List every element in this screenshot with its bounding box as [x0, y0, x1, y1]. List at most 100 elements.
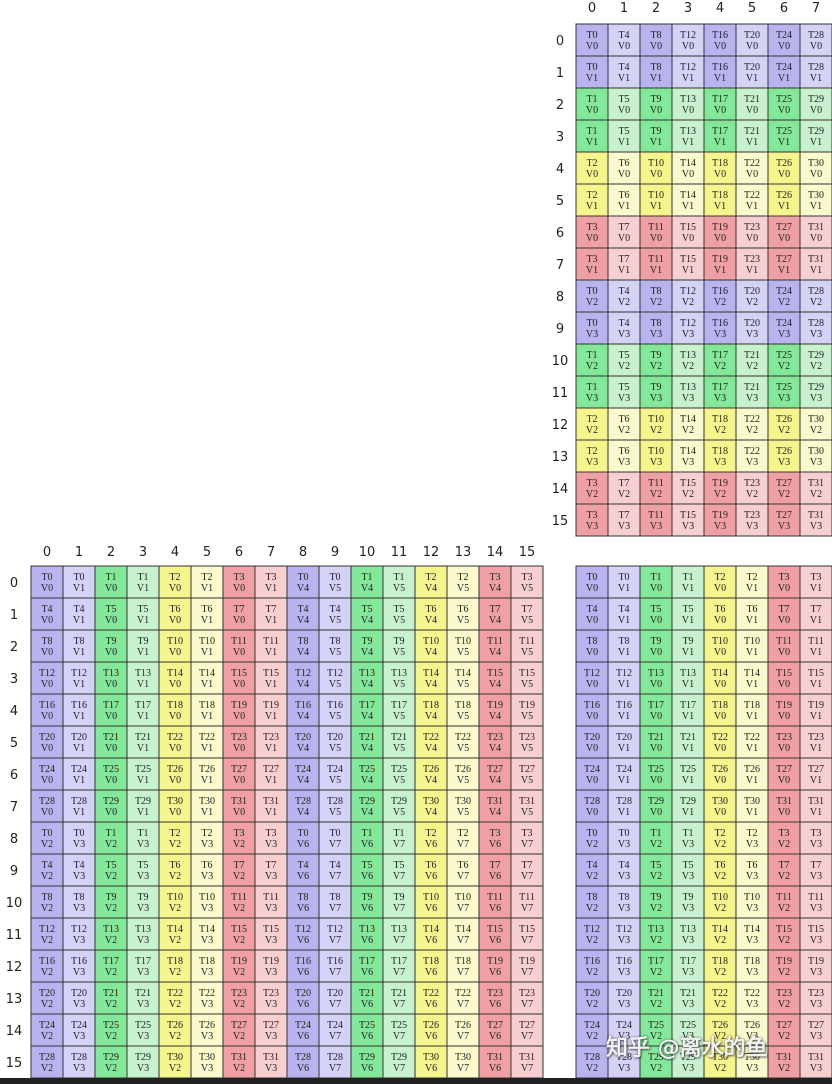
- value-label: V2: [586, 903, 598, 914]
- bottom-left-grid-col-label: 7: [267, 545, 275, 560]
- thread-label: T29: [808, 382, 824, 393]
- value-label: V3: [201, 1031, 213, 1042]
- thread-label: T18: [712, 414, 728, 425]
- thread-label: T18: [423, 956, 439, 967]
- value-label: V0: [105, 743, 117, 754]
- value-label: V3: [714, 329, 726, 340]
- thread-label: T8: [586, 892, 597, 903]
- thread-label: T3: [489, 828, 500, 839]
- thread-label: T13: [680, 94, 696, 105]
- bottom-edge: [0, 1078, 832, 1084]
- value-label: V3: [265, 935, 277, 946]
- value-label: V3: [618, 457, 630, 468]
- thread-label: T21: [648, 732, 664, 743]
- thread-label: T15: [519, 924, 535, 935]
- value-label: V6: [489, 1031, 501, 1042]
- value-label: V2: [586, 999, 598, 1010]
- value-label: V1: [618, 647, 630, 658]
- thread-label: T15: [680, 222, 696, 233]
- thread-label: T24: [295, 764, 311, 775]
- value-label: V2: [41, 1063, 53, 1074]
- value-label: V3: [810, 457, 822, 468]
- thread-label: T9: [650, 382, 661, 393]
- thread-label: T9: [361, 892, 372, 903]
- value-label: V3: [778, 521, 790, 532]
- thread-label: T24: [776, 30, 792, 41]
- thread-label: T15: [487, 924, 503, 935]
- value-label: V0: [746, 233, 758, 244]
- value-label: V5: [457, 743, 469, 754]
- thread-label: T28: [39, 1052, 55, 1063]
- thread-label: T12: [327, 924, 343, 935]
- value-label: V1: [810, 73, 822, 84]
- thread-label: T2: [586, 414, 597, 425]
- thread-label: T20: [39, 732, 55, 743]
- value-label: V2: [650, 489, 662, 500]
- thread-label: T13: [359, 668, 375, 679]
- value-label: V0: [586, 679, 598, 690]
- value-label: V1: [618, 265, 630, 276]
- thread-label: T26: [423, 764, 439, 775]
- thread-label: T13: [680, 924, 696, 935]
- thread-label: T14: [423, 924, 439, 935]
- thread-label: T19: [808, 956, 824, 967]
- value-label: V0: [714, 583, 726, 594]
- value-label: V7: [329, 935, 341, 946]
- thread-label: T31: [231, 1052, 247, 1063]
- value-label: V3: [201, 1063, 213, 1074]
- thread-label: T17: [359, 956, 375, 967]
- thread-label: T0: [586, 572, 597, 583]
- thread-label: T23: [776, 988, 792, 999]
- thread-label: T11: [648, 254, 664, 265]
- value-label: V0: [233, 679, 245, 690]
- value-label: V3: [618, 999, 630, 1010]
- thread-label: T10: [167, 636, 183, 647]
- thread-label: T28: [808, 318, 824, 329]
- thread-label: T21: [135, 732, 151, 743]
- bottom-right-grid-panel: T0 V0 T0 V1 T1 V0 T1 V1 T2 V0 T2 V1 T3 V0 T3 V1 T4 V0 T4 V1…: [574, 565, 832, 1082]
- top-right-grid-col-label: 3: [684, 1, 692, 16]
- value-label: V2: [714, 1063, 726, 1074]
- value-label: V3: [73, 967, 85, 978]
- value-label: V3: [682, 999, 694, 1010]
- thread-label: T14: [712, 924, 728, 935]
- thread-label: T6: [201, 604, 212, 615]
